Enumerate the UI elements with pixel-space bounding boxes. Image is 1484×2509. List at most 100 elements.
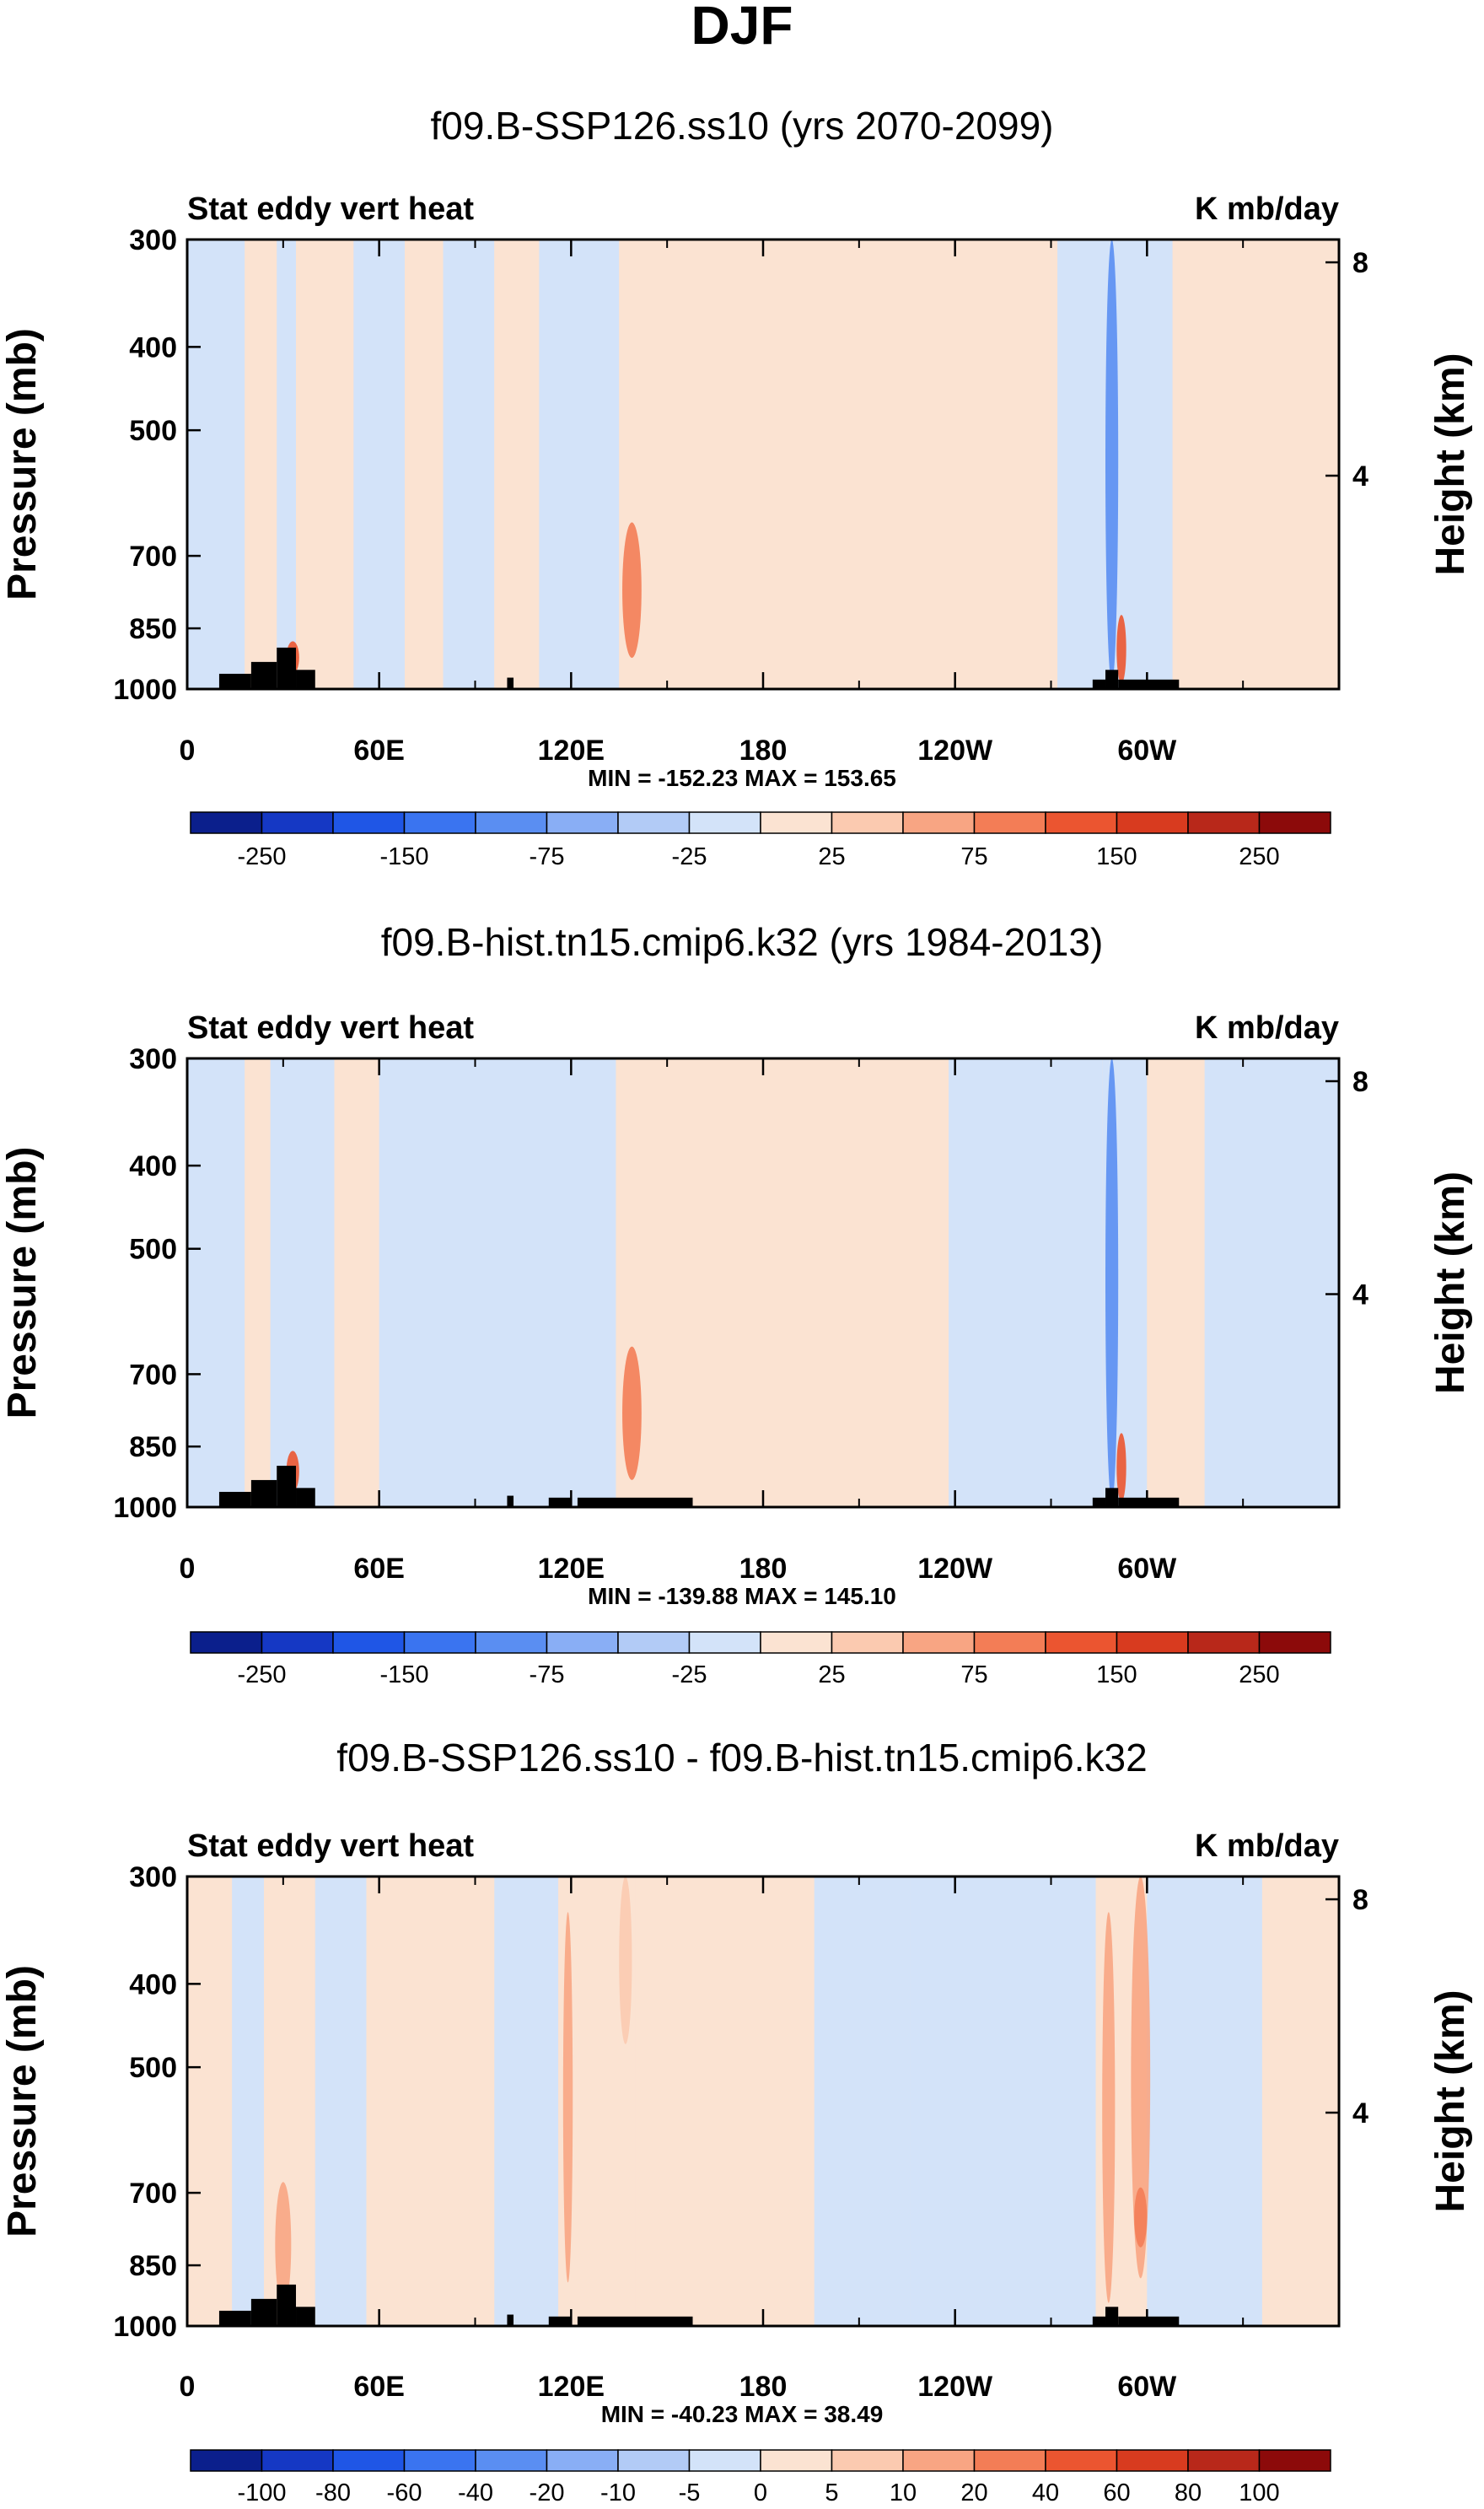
- colorbar-box: [973, 1631, 1046, 1654]
- field-band: [494, 1876, 559, 2326]
- colorbar-box: [332, 811, 406, 834]
- terrain-mask: [277, 647, 297, 689]
- terrain-mask: [1105, 1488, 1119, 1507]
- colorbar-label: -40: [458, 2479, 493, 2506]
- colorbar-label: 75: [960, 843, 987, 870]
- y-tick-label: 850: [129, 2250, 177, 2282]
- terrain-mask: [507, 1495, 514, 1507]
- y-tick-label: 300: [129, 224, 177, 256]
- min-max-label: MIN = -40.23 MAX = 38.49: [601, 2401, 884, 2427]
- panel-title: f09.B-hist.tn15.cmip6.k32 (yrs 1984-2013…: [381, 920, 1104, 964]
- colorbar-box: [1045, 1631, 1118, 1654]
- field-band: [1121, 240, 1173, 689]
- field-band: [910, 1876, 1096, 2326]
- terrain-mask: [1092, 679, 1106, 689]
- y-tick-label: 400: [129, 331, 177, 363]
- colorbar-box: [973, 811, 1046, 834]
- terrain-mask: [218, 673, 251, 689]
- field-band: [1147, 1876, 1262, 2326]
- colorbar-label: 10: [890, 2479, 917, 2506]
- y-tick-label: 400: [129, 1968, 177, 2000]
- x-tick-label: 120W: [917, 735, 993, 767]
- colorbar-box: [403, 2449, 476, 2472]
- y-tick-label: 850: [129, 1431, 177, 1463]
- field-feature: [275, 2182, 292, 2307]
- colorbar-label: -80: [315, 2479, 351, 2506]
- field-band: [245, 1058, 271, 1507]
- terrain-mask: [277, 1465, 297, 1507]
- field-feature: [1102, 1912, 1116, 2303]
- colorbar-box: [902, 1631, 976, 1654]
- x-tick-label: 60E: [353, 735, 405, 767]
- field-band: [539, 240, 620, 689]
- field-band: [756, 1058, 949, 1507]
- panel-3: f09.B-SSP126.ss10 - f09.B-hist.tn15.cmip…: [0, 1736, 1473, 2506]
- min-max-label: MIN = -152.23 MAX = 153.65: [588, 765, 896, 791]
- colorbar-label: 250: [1239, 1661, 1279, 1688]
- y-tick-label: 850: [129, 613, 177, 645]
- y-axis-title: Pressure (mb): [0, 1147, 45, 1419]
- x-tick-label: 180: [739, 1553, 788, 1585]
- colorbar-label: 60: [1103, 2479, 1130, 2506]
- terrain-mask: [1118, 679, 1180, 689]
- colorbar-label: -20: [530, 2479, 565, 2506]
- field-band: [379, 1058, 616, 1507]
- colorbar-box: [973, 2449, 1046, 2472]
- right-axis-title: Height (km): [1428, 1171, 1473, 1394]
- colorbar-label: -60: [387, 2479, 422, 2506]
- colorbar-label: -10: [600, 2479, 636, 2506]
- colorbar-box: [1258, 1631, 1331, 1654]
- terrain-mask: [296, 670, 315, 689]
- left-string: Stat eddy vert heat: [187, 1828, 474, 1864]
- colorbar-box: [617, 1631, 691, 1654]
- colorbar-box: [688, 1631, 761, 1654]
- field-feature: [1116, 615, 1126, 684]
- colorbar-box: [1116, 811, 1189, 834]
- field-feature: [622, 522, 642, 659]
- colorbar-box: [190, 811, 263, 834]
- colorbar-box: [760, 2449, 833, 2472]
- colorbar-box: [1187, 811, 1261, 834]
- height-tick-label: 4: [1352, 2097, 1368, 2129]
- colorbar-box: [332, 1631, 406, 1654]
- x-tick-label: 60E: [353, 2371, 405, 2403]
- y-tick-label: 1000: [113, 2311, 177, 2343]
- colorbar-box: [475, 1631, 548, 1654]
- x-tick-label: 120E: [538, 1553, 605, 1585]
- colorbar-box: [1045, 811, 1118, 834]
- colorbar-label: -150: [379, 1661, 428, 1688]
- colorbar-box: [190, 1631, 263, 1654]
- colorbar-label: 80: [1175, 2479, 1202, 2506]
- field-band: [1147, 1058, 1205, 1507]
- colorbar-box: [760, 1631, 833, 1654]
- colorbar-box: [688, 811, 761, 834]
- field-feature: [1116, 1433, 1126, 1502]
- terrain-mask: [1092, 1497, 1106, 1507]
- terrain-mask: [548, 1497, 572, 1507]
- terrain-mask: [296, 1488, 315, 1507]
- panel-2: f09.B-hist.tn15.cmip6.k32 (yrs 1984-2013…: [0, 920, 1473, 1688]
- terrain-mask: [250, 2298, 277, 2326]
- x-tick-label: 120E: [538, 2371, 605, 2403]
- right-axis-title: Height (km): [1428, 1990, 1473, 2213]
- terrain-mask: [1092, 2316, 1106, 2326]
- colorbar-label: 40: [1032, 2479, 1059, 2506]
- colorbar-label: 0: [754, 2479, 767, 2506]
- panel-1: f09.B-SSP126.ss10 (yrs 2070-2099) Stat ed…: [0, 104, 1473, 870]
- colorbar-label: -25: [672, 843, 707, 870]
- field-band: [814, 1876, 911, 2326]
- x-tick-label: 120W: [917, 1553, 993, 1585]
- field-band: [366, 1876, 495, 2326]
- field-band: [187, 1058, 245, 1507]
- field-band: [245, 240, 277, 689]
- field-band: [494, 240, 540, 689]
- colorbar-box: [546, 2449, 619, 2472]
- colorbar-label: -250: [237, 843, 286, 870]
- height-tick-label: 4: [1352, 1279, 1368, 1311]
- colorbar-box: [1116, 1631, 1189, 1654]
- x-tick-label: 60W: [1117, 2371, 1177, 2403]
- terrain-mask: [1105, 2307, 1119, 2326]
- colorbar: -250 -150 -75 -25 25 75 150 250: [190, 1631, 1331, 1688]
- y-tick-label: 700: [129, 1359, 177, 1391]
- x-tick-label: 0: [180, 2371, 196, 2403]
